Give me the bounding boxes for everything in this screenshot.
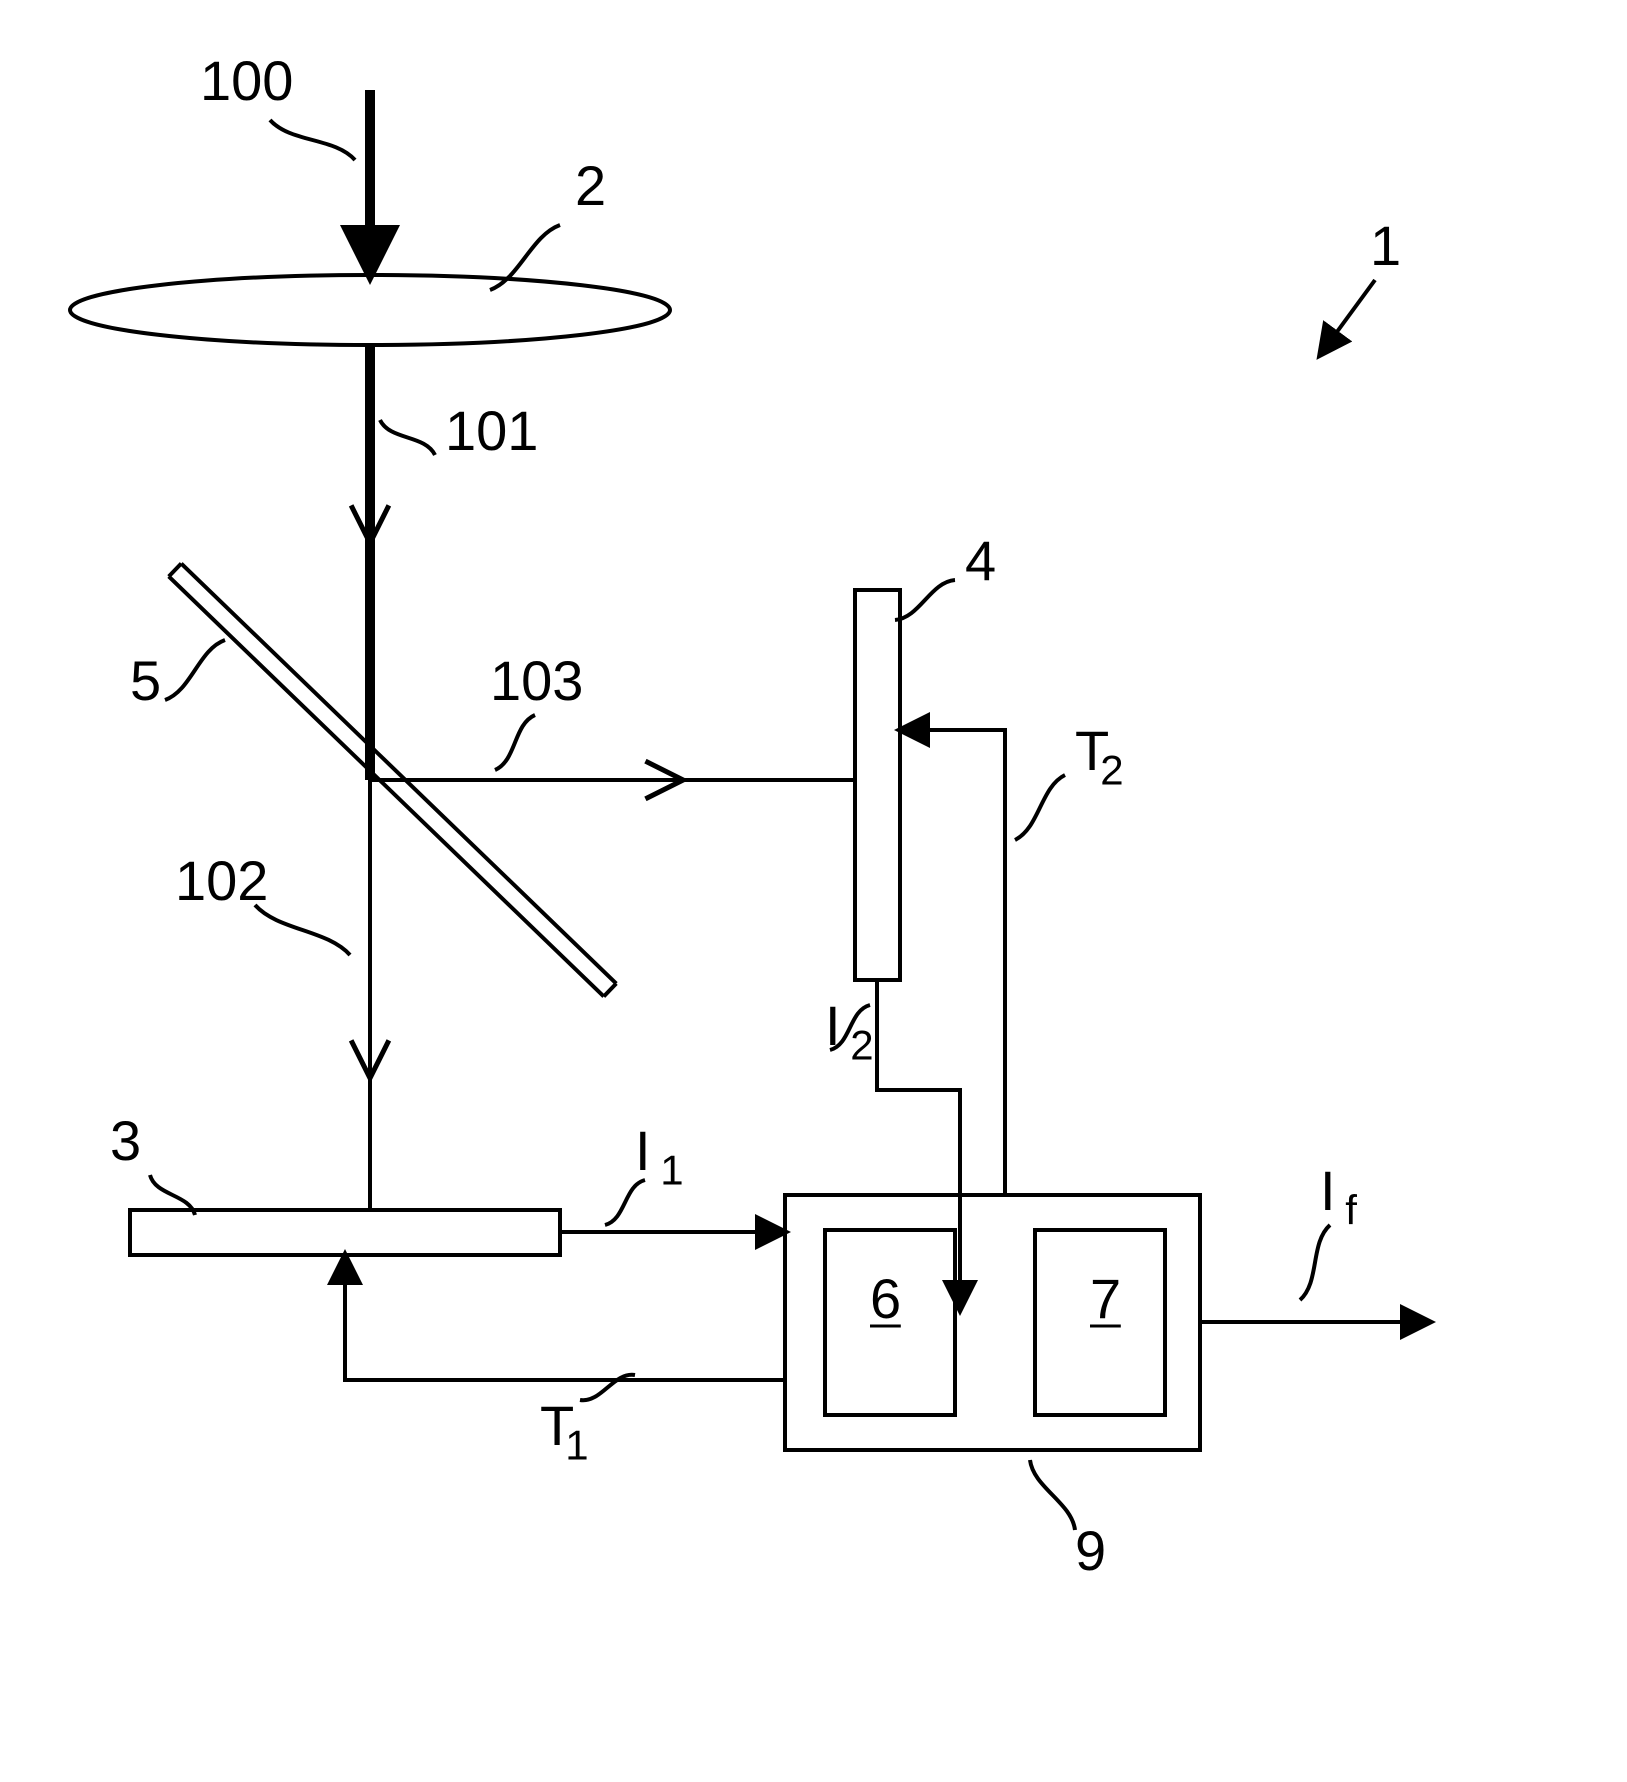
beam-splitter-5	[181, 564, 616, 984]
svg-text:1: 1	[660, 1147, 683, 1194]
label-ref5: 5	[130, 649, 161, 712]
leader-l4	[895, 580, 955, 620]
label-ref2: 2	[575, 154, 606, 217]
leader-lT2	[1015, 775, 1065, 840]
sensor-3	[130, 1210, 560, 1255]
sensor-4	[855, 590, 900, 980]
label-T2: T2	[1075, 719, 1124, 794]
label-T1: T1	[540, 1394, 589, 1469]
leader-l1	[1320, 280, 1375, 355]
svg-text:f: f	[1345, 1187, 1357, 1234]
label-ref100: 100	[200, 49, 293, 112]
label-If: If	[1320, 1159, 1357, 1234]
svg-text:2: 2	[1100, 747, 1123, 794]
svg-text:1: 1	[565, 1422, 588, 1469]
leader-lIf	[1300, 1225, 1330, 1300]
label-ref103: 103	[490, 649, 583, 712]
signal-T2	[900, 730, 1005, 1195]
optical-block-diagram: 12345679100101102103I1I2IfT1T2	[0, 0, 1627, 1782]
lens-2	[70, 275, 670, 345]
leader-l103	[495, 715, 535, 770]
leader-l9	[1030, 1460, 1075, 1530]
label-ref4: 4	[965, 529, 996, 592]
label-ref1: 1	[1370, 214, 1401, 277]
beam-splitter-5	[169, 576, 604, 996]
signal-T1	[345, 1255, 785, 1380]
svg-text:I: I	[825, 994, 841, 1057]
label-ref6: 6	[870, 1267, 901, 1330]
signal-I2	[877, 980, 960, 1310]
leader-l101	[380, 420, 435, 455]
svg-text:2: 2	[850, 1022, 873, 1069]
label-ref101: 101	[445, 399, 538, 462]
label-ref3: 3	[110, 1109, 141, 1172]
svg-text:I: I	[1320, 1159, 1336, 1222]
leader-l100	[270, 120, 355, 160]
svg-text:I: I	[635, 1119, 651, 1182]
leader-lI1	[605, 1180, 645, 1225]
label-ref9: 9	[1075, 1519, 1106, 1582]
leader-l102	[255, 905, 350, 955]
label-ref102: 102	[175, 849, 268, 912]
leader-l5	[165, 640, 225, 700]
diagram-layer: 12345679100101102103I1I2IfT1T2	[70, 49, 1430, 1582]
processor-9	[785, 1195, 1200, 1450]
label-ref7: 7	[1090, 1267, 1121, 1330]
